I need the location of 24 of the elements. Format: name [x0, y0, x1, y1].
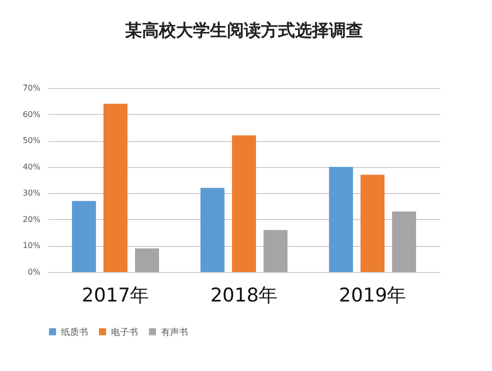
y-tick-label: 10% [22, 241, 41, 250]
y-tick-label: 30% [22, 188, 41, 198]
legend-label: 有声书 [161, 326, 188, 338]
y-tick-label: 60% [22, 110, 41, 119]
x-tick-label: 2019年 [338, 284, 406, 306]
bar [264, 230, 288, 272]
x-tick-label: 2017年 [82, 284, 150, 306]
y-tick-label: 40% [22, 162, 41, 172]
y-tick-label: 50% [22, 136, 41, 146]
chart-title: 某高校大学生阅读方式选择调查 [124, 21, 363, 41]
y-tick-label: 70% [22, 84, 41, 92]
bar [392, 212, 416, 272]
y-tick-label: 0% [28, 268, 41, 276]
bar [329, 166, 353, 272]
bar [232, 135, 256, 272]
bar [135, 248, 159, 272]
legend-label: 纸质书 [61, 326, 88, 338]
bar [200, 188, 224, 272]
bar [72, 201, 96, 272]
bar [103, 104, 128, 272]
x-tick-label: 2018年 [210, 284, 278, 306]
bar [360, 174, 385, 272]
legend-label: 电子书 [111, 326, 138, 338]
y-tick-label: 20% [22, 214, 41, 224]
